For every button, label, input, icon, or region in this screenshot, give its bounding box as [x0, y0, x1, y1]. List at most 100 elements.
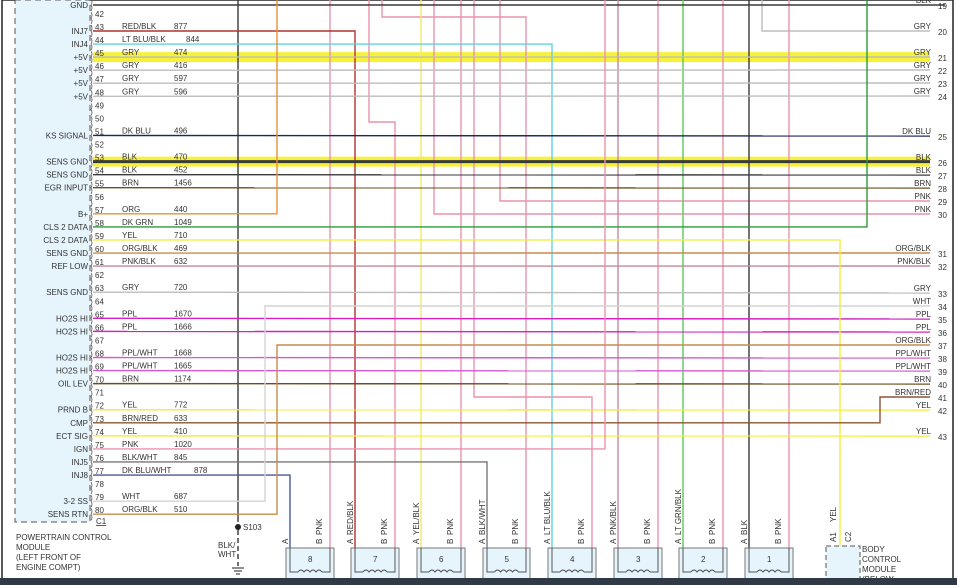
wire[interactable] [93, 396, 930, 424]
pin-bracket-icon [90, 442, 93, 456]
wire[interactable] [93, 43, 553, 548]
pin-number: 66 [95, 323, 104, 332]
wire-color: PPL/WHT [122, 349, 158, 358]
pin-bracket-icon [90, 338, 93, 351]
wire-color: YEL [122, 401, 138, 410]
pcm-pin-row: SENS GND 63 GRY 720 [46, 283, 188, 299]
pcm-pin-row: GND [70, 0, 93, 12]
injector-number: 1 [767, 555, 772, 564]
pcm-pin-row: CLS 2 DATA 59 YEL 710 [43, 231, 188, 247]
wire-color: GRY [122, 74, 140, 83]
circuit-number: 452 [174, 166, 188, 175]
right-wire-color: DK BLU [902, 127, 931, 136]
pin-b-wire-color: PNK [380, 518, 389, 535]
pcm-pin-row: 49 [90, 101, 104, 116]
wire[interactable] [473, 0, 593, 548]
pcm-pin-row: +5V 48 GRY 596 [74, 87, 188, 103]
injector-number: 4 [570, 555, 575, 564]
bcm-label: MODULE [862, 565, 896, 574]
wire[interactable] [93, 474, 291, 548]
pin-a-wire-color: BLK [740, 519, 749, 535]
injector-connector-7[interactable]: 7 A RED/BLK B PNK [346, 500, 400, 581]
right-wire-color: PNK/BLK [897, 257, 931, 266]
wire-color: ORG [122, 205, 140, 214]
wire[interactable] [92, 317, 931, 320]
coil-winding-icon [362, 569, 388, 573]
pcm-pin-row: 52 [90, 141, 104, 155]
right-wire-color: YEL [916, 401, 932, 410]
wire-color: YEL [122, 231, 138, 240]
wire[interactable] [93, 30, 356, 548]
wire[interactable] [92, 291, 931, 294]
wire[interactable] [93, 461, 488, 548]
coil-winding-icon [494, 569, 519, 573]
circuit-number: 772 [174, 401, 188, 410]
pin-number: 62 [95, 271, 104, 280]
injector-connector-8[interactable]: 8 A B PNK [281, 518, 335, 581]
circuit-number: 632 [174, 257, 188, 266]
pin-number: 69 [95, 363, 104, 372]
pin-a-label: A [346, 538, 355, 544]
pcm-pin-row: 64 [90, 297, 104, 312]
wire[interactable] [93, 239, 841, 548]
injector-connector-6[interactable]: 6 A YEL/BLK B PNK [412, 502, 466, 581]
wire[interactable] [93, 305, 930, 502]
pin-bracket-icon [90, 90, 93, 103]
right-wire-color: ORG/BLK [895, 244, 931, 253]
pcm-pin-row: PRND B 72 YEL 772 [58, 401, 188, 416]
wire[interactable] [93, 344, 930, 515]
right-pin-number: 32 [938, 263, 947, 272]
right-wire-color: PNK [915, 192, 932, 201]
injector-number: 3 [636, 555, 641, 564]
wire[interactable] [499, 0, 930, 202]
pcm-label: (LEFT FRONT OF [16, 553, 81, 562]
pin-number: 71 [95, 389, 104, 398]
injector-connector-4[interactable]: 4 A LT BLU/BLK B PNK [543, 491, 597, 581]
wire[interactable] [368, 0, 396, 548]
wire[interactable] [93, 0, 278, 215]
pin-number: 42 [95, 10, 104, 19]
injector-connector-2[interactable]: 2 A LT GRN/BLK B PNK [674, 488, 728, 581]
injector-connector-1[interactable]: 1 A BLK B PNK [740, 518, 794, 581]
pin-function: INJ7 [72, 27, 89, 36]
pin-b-wire-color: PNK [511, 518, 520, 535]
circuit-number: 596 [174, 87, 188, 96]
pin-b-label: B [380, 539, 389, 544]
wire-color: GRY [122, 48, 140, 57]
pin-number: 52 [95, 141, 104, 150]
circuit-number: 1174 [174, 375, 192, 384]
wire-color: BLK/WHT [122, 453, 158, 462]
pcm-pin-row: HO2S HI 68 PPL/WHT 1668 [56, 349, 192, 364]
right-pin-number: 35 [938, 316, 947, 325]
wire[interactable] [92, 330, 931, 333]
circuit-number: 633 [174, 414, 188, 423]
splice-label: S103 [243, 523, 262, 532]
circuit-number: 1456 [174, 179, 192, 188]
pin-function: CLS 2 DATA [43, 223, 88, 232]
right-pin-number: 21 [938, 54, 947, 63]
pin-bracket-icon [90, 325, 93, 338]
wire[interactable] [92, 134, 931, 137]
pin-a-label: A [740, 538, 749, 544]
pin-function: IGN [74, 445, 88, 454]
injector-connector-5[interactable]: 5 A BLK/WHT B PNK [478, 499, 531, 581]
wire[interactable] [433, 0, 930, 215]
pcm-pin-row: SENS GND 60 ORG/BLK 469 [46, 244, 188, 260]
wire[interactable] [761, 0, 930, 32]
pcm-pin-row: 62 [90, 271, 104, 286]
wire[interactable] [93, 0, 868, 228]
pin-bracket-icon [90, 168, 93, 181]
wire[interactable] [381, 0, 527, 548]
wire[interactable] [93, 0, 606, 450]
pin-bracket-icon [90, 11, 93, 25]
coil-icon [748, 548, 790, 573]
pin-function: EGR INPUT [44, 184, 88, 193]
pcm-pin-row: 3-2 SS 79 WHT 687 [64, 492, 188, 508]
pcm-pin-row: IGN 75 PNK 1020 [74, 440, 192, 456]
injector-connector-3[interactable]: 3 A PNK/BLK B PNK [609, 501, 663, 581]
pin-number: 72 [95, 402, 104, 411]
wire[interactable] [92, 356, 931, 359]
pcm-pin-row: CMP 73 BRN/RED 633 [70, 414, 188, 430]
coil-icon [682, 548, 724, 573]
pin-function: B+ [78, 210, 88, 219]
